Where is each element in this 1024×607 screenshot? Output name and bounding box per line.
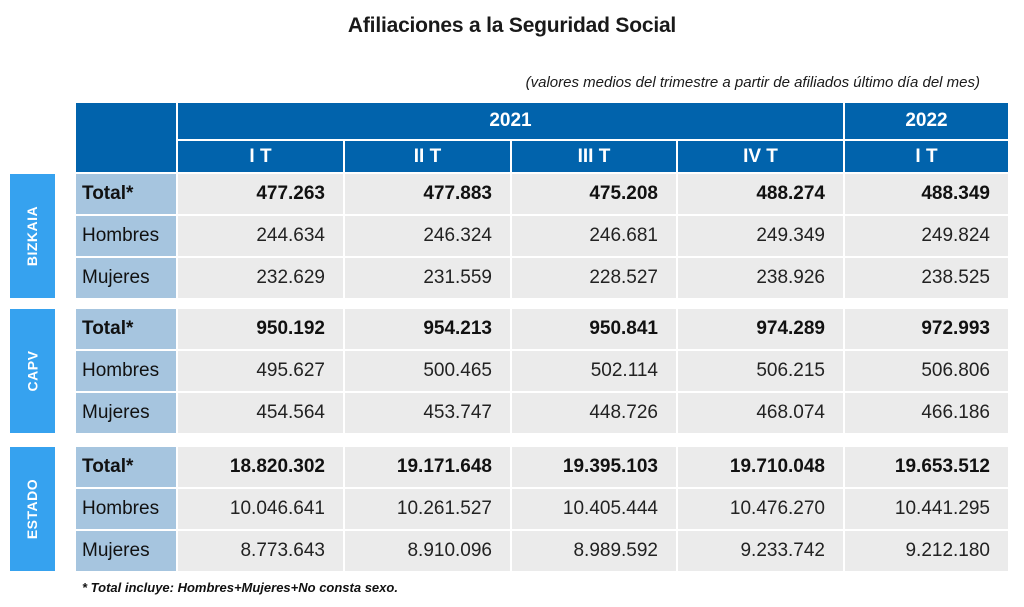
table-cell: 8.910.096 (345, 531, 510, 571)
table-cell: 19.653.512 (845, 447, 1008, 487)
row-label: Hombres (76, 351, 176, 391)
table-cell: 10.441.295 (845, 489, 1008, 529)
table-cell: 10.476.270 (678, 489, 843, 529)
table-cell: 8.989.592 (512, 531, 676, 571)
table-cell: 972.993 (845, 309, 1008, 349)
group-label-estado: ESTADO (10, 447, 55, 571)
header-quarter: I T (845, 141, 1008, 172)
table-cell: 9.212.180 (845, 531, 1008, 571)
table-cell: 477.263 (178, 174, 343, 214)
table-cell: 249.349 (678, 216, 843, 256)
table-cell: 495.627 (178, 351, 343, 391)
table-cell: 950.192 (178, 309, 343, 349)
table-cell: 246.324 (345, 216, 510, 256)
table-cell: 244.634 (178, 216, 343, 256)
table-cell: 19.710.048 (678, 447, 843, 487)
row-label: Mujeres (76, 258, 176, 298)
table-cell: 18.820.302 (178, 447, 343, 487)
table-cell: 477.883 (345, 174, 510, 214)
group-label-capv: CAPV (10, 309, 55, 433)
table-cell: 238.525 (845, 258, 1008, 298)
table-cell: 10.261.527 (345, 489, 510, 529)
table-cell: 453.747 (345, 393, 510, 433)
row-label: Total* (76, 447, 176, 487)
table-cell: 954.213 (345, 309, 510, 349)
group-label-text: ESTADO (24, 478, 41, 540)
table-cell: 500.465 (345, 351, 510, 391)
table-cell: 502.114 (512, 351, 676, 391)
table-cell: 950.841 (512, 309, 676, 349)
table-cell: 231.559 (345, 258, 510, 298)
group-label-bizkaia: BIZKAIA (10, 174, 55, 298)
table-cell: 466.186 (845, 393, 1008, 433)
row-label: Hombres (76, 216, 176, 256)
table-cell: 488.349 (845, 174, 1008, 214)
header-quarter: III T (512, 141, 676, 172)
table-cell: 232.629 (178, 258, 343, 298)
group-label-text: BIZKAIA (24, 205, 41, 267)
table-cell: 448.726 (512, 393, 676, 433)
header-year-2022: 2022 (845, 103, 1008, 139)
row-label: Total* (76, 174, 176, 214)
header-corner (76, 103, 176, 172)
table-cell: 238.926 (678, 258, 843, 298)
table-cell: 19.395.103 (512, 447, 676, 487)
header-year-2021: 2021 (178, 103, 843, 139)
table-cell: 506.215 (678, 351, 843, 391)
table-cell: 974.289 (678, 309, 843, 349)
row-label: Hombres (76, 489, 176, 529)
header-quarter: I T (178, 141, 343, 172)
table-cell: 10.405.444 (512, 489, 676, 529)
header-quarter: IV T (678, 141, 843, 172)
table-cell: 249.824 (845, 216, 1008, 256)
table-cell: 454.564 (178, 393, 343, 433)
footnote: * Total incluye: Hombres+Mujeres+No cons… (82, 580, 398, 595)
table-cell: 246.681 (512, 216, 676, 256)
table-cell: 9.233.742 (678, 531, 843, 571)
table-cell: 19.171.648 (345, 447, 510, 487)
table-cell: 506.806 (845, 351, 1008, 391)
table-cell: 228.527 (512, 258, 676, 298)
row-label: Total* (76, 309, 176, 349)
table-subtitle: (valores medios del trimestre a partir d… (525, 74, 980, 91)
header-quarter: II T (345, 141, 510, 172)
table-cell: 8.773.643 (178, 531, 343, 571)
page-title: Afiliaciones a la Seguridad Social (347, 14, 677, 37)
row-label: Mujeres (76, 393, 176, 433)
row-label: Mujeres (76, 531, 176, 571)
table-cell: 10.046.641 (178, 489, 343, 529)
table-cell: 468.074 (678, 393, 843, 433)
table-cell: 488.274 (678, 174, 843, 214)
table-cell: 475.208 (512, 174, 676, 214)
group-label-text: CAPV (24, 350, 41, 392)
